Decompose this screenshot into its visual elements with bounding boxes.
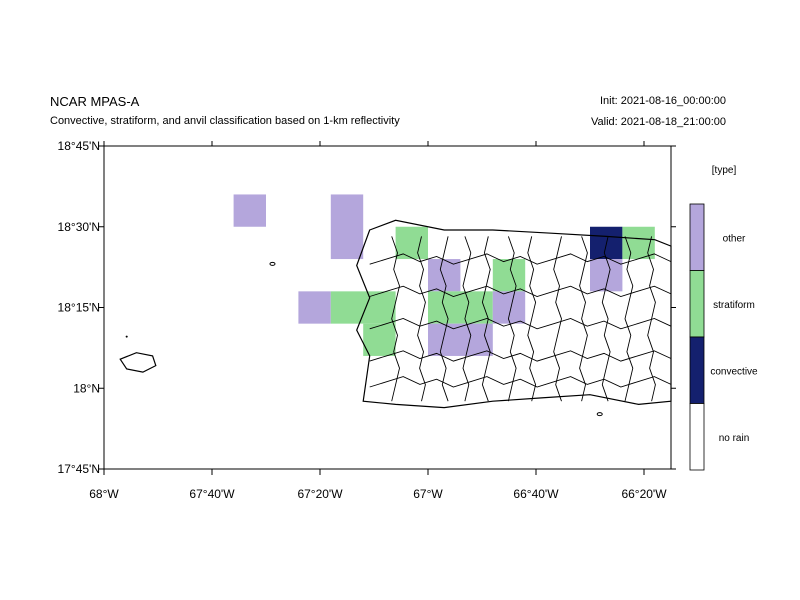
muni-boundary <box>369 350 672 362</box>
y-tick-label: 18°15'N <box>58 301 100 315</box>
valid-time: Valid: 2021-08-18_21:00:00 <box>591 116 726 128</box>
municipal-boundaries <box>369 236 672 402</box>
coastline <box>119 219 672 417</box>
y-tick-label: 18°45'N <box>58 139 100 153</box>
legend: [type] other stratiform convective no rain <box>689 165 758 471</box>
legend-label: stratiform <box>713 300 755 311</box>
cell-other <box>492 291 526 324</box>
muni-boundary <box>624 236 634 402</box>
y-tick-label: 18°30'N <box>58 220 100 234</box>
cell-stratiform <box>330 291 396 324</box>
x-tick-label: 66°40'W <box>513 487 559 501</box>
caja-de-muertos <box>596 412 603 417</box>
monito-island <box>125 335 128 338</box>
y-tick-label: 18°N <box>73 381 100 395</box>
legend-swatch-no-rain <box>689 403 705 471</box>
cell-stratiform <box>363 323 396 356</box>
muni-boundary <box>553 236 562 402</box>
puerto-rico-coast <box>356 219 672 409</box>
cell-stratiform <box>622 226 655 260</box>
y-tick-label: 17°45'N <box>58 462 100 476</box>
legend-title: [type] <box>712 165 737 176</box>
plot-subtitle: Convective, stratiform, and anvil classi… <box>50 115 400 127</box>
desecheo-island <box>269 261 276 266</box>
muni-boundary <box>647 236 656 402</box>
cell-stratiform <box>395 226 428 260</box>
legend-swatch-other <box>689 203 705 271</box>
muni-boundary <box>439 236 449 402</box>
plot-title: NCAR MPAS-A <box>50 94 140 109</box>
muni-boundary <box>462 236 472 402</box>
muni-boundary <box>507 236 517 402</box>
x-tick-label: 68°W <box>89 487 119 501</box>
axis-ticks: 68°W 67°40'W 67°20'W 67°W 66°40'W 66°20'W 18°4… <box>58 139 676 501</box>
x-tick-label: 66°20'W <box>621 487 667 501</box>
legend-label: no rain <box>719 433 750 444</box>
muni-boundary <box>369 318 672 330</box>
x-tick-label: 67°20'W <box>297 487 343 501</box>
precip-cells <box>233 194 655 356</box>
legend-swatch-stratiform <box>689 270 705 338</box>
x-tick-label: 67°40'W <box>189 487 235 501</box>
cell-other <box>330 194 364 260</box>
cell-other <box>428 259 461 292</box>
mona-island-coast <box>119 352 157 373</box>
muni-boundary <box>417 236 426 402</box>
muni-boundary <box>369 285 672 297</box>
muni-boundary <box>391 236 400 402</box>
cell-stratiform <box>428 291 493 324</box>
legend-swatch-convective <box>689 336 705 404</box>
legend-label: convective <box>710 366 758 377</box>
muni-boundary <box>369 376 672 388</box>
init-time: Init: 2021-08-16_00:00:00 <box>600 95 726 107</box>
cell-other <box>233 194 266 227</box>
muni-boundary <box>601 236 611 402</box>
x-tick-label: 67°W <box>413 487 443 501</box>
muni-boundary <box>369 253 672 265</box>
muni-boundary <box>527 236 537 402</box>
legend-label: other <box>723 233 746 244</box>
cell-other <box>298 291 331 324</box>
cell-stratiform <box>492 259 526 292</box>
cell-other <box>428 323 493 356</box>
muni-boundary <box>579 236 588 402</box>
